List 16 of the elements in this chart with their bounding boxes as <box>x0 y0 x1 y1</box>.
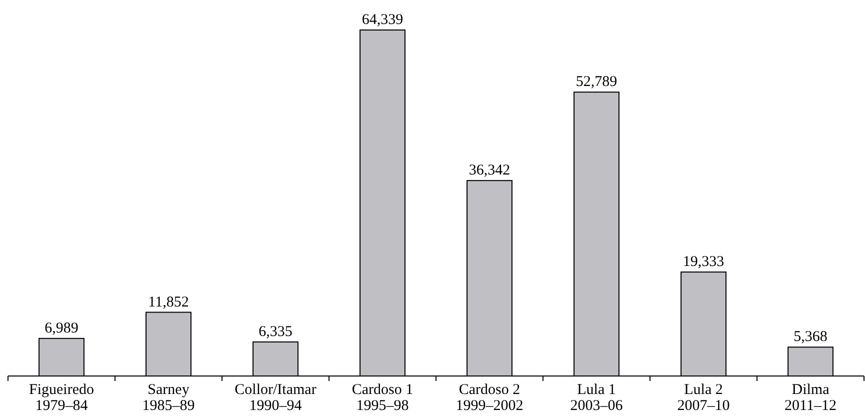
data-label: 6,989 <box>44 320 78 336</box>
x-tick-label: Dilma 2011–12 <box>784 382 836 414</box>
x-tick-label: Lula 2 2007–10 <box>677 382 730 414</box>
x-tick-label: Sarney 1985–89 <box>142 382 195 414</box>
x-tick-label: Lula 1 2003–06 <box>570 382 624 414</box>
data-label: 64,339 <box>362 12 404 28</box>
data-label: 36,342 <box>468 162 510 179</box>
data-label: 5,368 <box>794 329 828 346</box>
x-tick-label: Figueiredo 1979–84 <box>29 382 94 414</box>
data-label: 6,335 <box>258 324 292 340</box>
x-tick-label: Collor/Itamar 1990–94 <box>234 382 316 414</box>
data-label: 11,852 <box>148 294 189 310</box>
data-label: 19,333 <box>682 254 724 270</box>
x-tick-label: Cardoso 2 1999–2002 <box>456 382 524 414</box>
data-label: 52,789 <box>576 74 618 90</box>
x-tick-label: Cardoso 1 1995–98 <box>352 382 414 414</box>
